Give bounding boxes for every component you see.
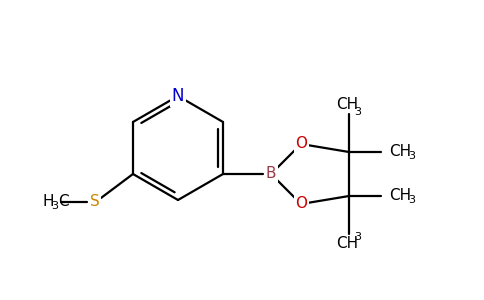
Text: 3: 3	[355, 107, 362, 117]
Text: 3: 3	[408, 195, 415, 205]
Text: 3: 3	[51, 201, 58, 211]
Text: CH: CH	[336, 236, 358, 251]
Text: N: N	[172, 87, 184, 105]
Text: O: O	[295, 196, 307, 211]
Text: CH: CH	[389, 145, 411, 160]
Text: CH: CH	[389, 188, 411, 203]
Text: CH: CH	[336, 97, 358, 112]
Text: H: H	[43, 194, 55, 209]
Text: O: O	[295, 136, 307, 152]
Text: 3: 3	[408, 151, 415, 161]
Text: C: C	[58, 194, 69, 209]
Text: 3: 3	[355, 232, 362, 242]
Text: B: B	[266, 167, 276, 182]
Text: S: S	[90, 194, 100, 209]
